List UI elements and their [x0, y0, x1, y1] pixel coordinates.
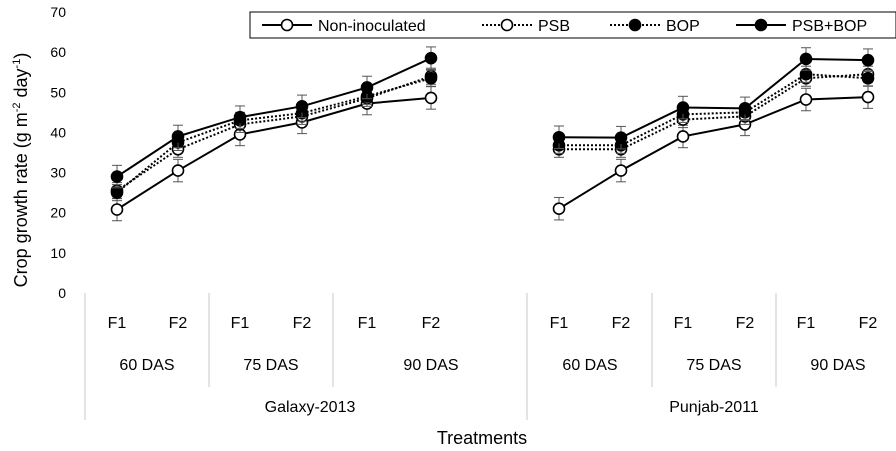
y-axis-label-exp1: -2 [11, 102, 23, 112]
stage-label: 60 DAS [119, 357, 174, 374]
legend-item: PSB [482, 18, 570, 35]
data-point [738, 102, 752, 115]
data-point [552, 202, 566, 215]
y-axis-label: Crop growth rate (g m-2 day-1) [11, 53, 31, 288]
x-tick-label: F1 [797, 315, 816, 332]
group-label: Punjab-2011 [669, 399, 759, 416]
data-point [295, 100, 309, 113]
legend-marker [500, 18, 514, 32]
data-point [171, 164, 185, 177]
legend-marker [628, 18, 642, 32]
group-label: Galaxy-2013 [265, 399, 356, 416]
data-point [799, 93, 813, 106]
y-tick-label: 40 [50, 124, 66, 140]
category-grid [84, 293, 777, 420]
legend-marker [754, 18, 768, 32]
stage-label: 90 DAS [810, 357, 865, 374]
x-tick-label: F1 [358, 315, 377, 332]
series-line [116, 75, 432, 192]
y-tick-label: 20 [50, 205, 66, 221]
legend-label: PSB [538, 18, 570, 35]
stage-label: 75 DAS [686, 357, 741, 374]
x-tick-label: F2 [859, 315, 878, 332]
data-point [861, 90, 875, 104]
x-tick-label: F1 [108, 315, 127, 332]
y-axis-label-exp2: -1 [11, 59, 23, 69]
y-tick-label: 50 [50, 84, 66, 100]
legend: Non-inoculated PSB BOP PSB+BOP [249, 11, 896, 39]
data-point [233, 110, 247, 124]
y-tick-label: 70 [50, 4, 66, 20]
series-bop [110, 65, 875, 202]
series-line [116, 77, 432, 194]
x-tick-label: F2 [293, 315, 312, 332]
data-point [424, 71, 438, 85]
x-tick-label: F1 [550, 315, 569, 332]
stage-label: 75 DAS [243, 357, 298, 374]
data-point [110, 203, 124, 216]
legend-label: Non-inoculated [318, 18, 426, 35]
legend-item: BOP [610, 18, 700, 35]
series-line [558, 96, 869, 210]
series-line [558, 57, 869, 139]
data-point [676, 101, 690, 114]
series-line [116, 96, 432, 211]
x-axis-label: Treatments [437, 428, 527, 448]
x-tick-label: F2 [736, 315, 755, 332]
y-axis-label-mid: day [11, 68, 31, 102]
data-point [360, 81, 374, 94]
x-tick-label: F2 [612, 315, 631, 332]
y-tick-label: 30 [50, 165, 66, 181]
y-axis-label-main: Crop growth rate (g m [11, 112, 31, 287]
data-point [110, 170, 124, 183]
legend-item: Non-inoculated [262, 18, 426, 35]
stage-label: 60 DAS [562, 357, 617, 374]
series-non-inoculated [110, 85, 875, 222]
x-axis-categories: F1 F2 F1 F2 F1 F2 60 DAS 75 DAS 90 DAS Galaxy-201… [108, 315, 878, 416]
data-point [110, 186, 124, 199]
legend-label: PSB+BOP [792, 18, 867, 35]
data-point [861, 71, 875, 85]
y-axis-label-end: ) [11, 53, 31, 59]
data-point [676, 130, 690, 143]
series-psb-bop [110, 46, 875, 189]
y-axis-ticks: 0 10 20 30 40 50 60 70 [50, 4, 66, 301]
data-point [799, 52, 813, 66]
series-line [559, 73, 869, 151]
legend-item: PSB+BOP [736, 18, 867, 35]
data-point [614, 164, 628, 177]
y-tick-label: 10 [50, 245, 66, 261]
series-line [116, 57, 432, 178]
series-lines [110, 46, 875, 222]
x-tick-label: F1 [674, 315, 693, 332]
data-point [171, 130, 185, 143]
legend-box [249, 11, 896, 39]
data-point [552, 130, 566, 144]
series-line [559, 73, 869, 147]
y-tick-label: 60 [50, 44, 66, 60]
data-point [424, 51, 438, 65]
x-tick-label: F2 [169, 315, 188, 332]
stage-label: 90 DAS [403, 357, 458, 374]
series-psb [110, 65, 875, 200]
data-point [614, 131, 628, 144]
x-tick-label: F2 [422, 315, 441, 332]
data-point [861, 53, 875, 67]
legend-label: BOP [666, 18, 700, 35]
data-point [424, 91, 438, 105]
x-tick-label: F1 [231, 315, 250, 332]
y-tick-label: 0 [58, 285, 66, 301]
legend-marker [280, 18, 294, 32]
